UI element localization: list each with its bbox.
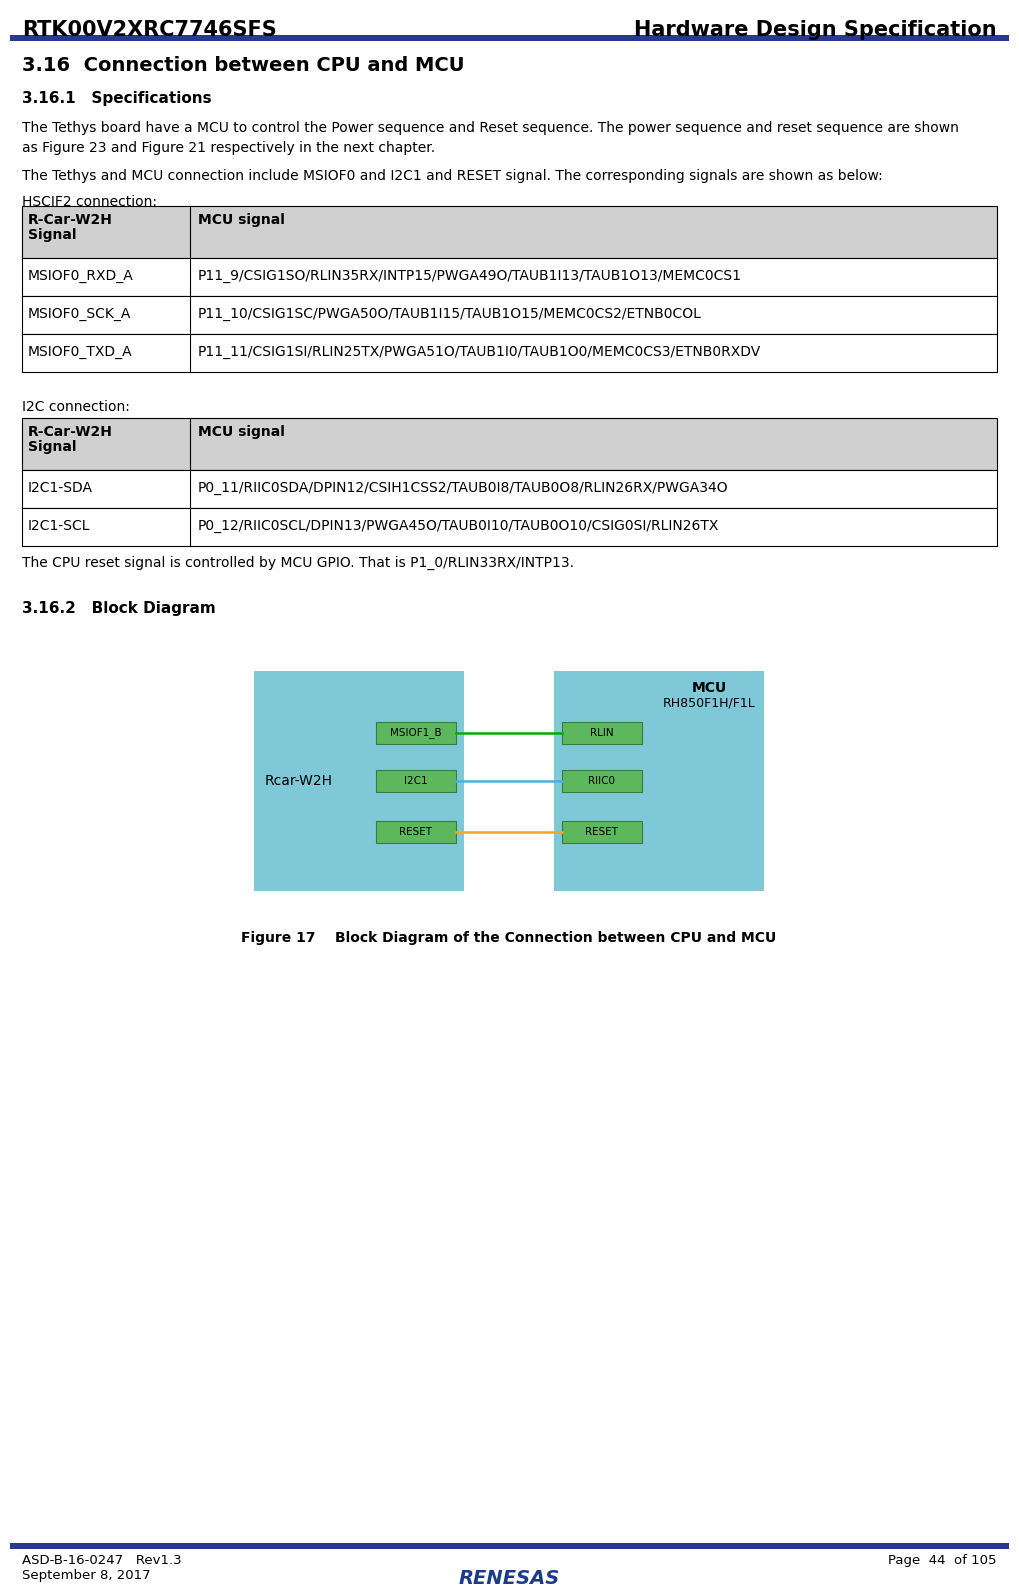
Text: 3.16.2   Block Diagram: 3.16.2 Block Diagram <box>22 601 216 615</box>
Bar <box>10 1543 1009 1549</box>
Text: RTK00V2XRC7746SFS: RTK00V2XRC7746SFS <box>22 21 277 40</box>
Bar <box>22 470 997 508</box>
Text: RH850F1H/F1L: RH850F1H/F1L <box>662 697 755 709</box>
Bar <box>22 296 997 335</box>
Text: Figure 17    Block Diagram of the Connection between CPU and MCU: Figure 17 Block Diagram of the Connectio… <box>242 931 776 945</box>
Text: P11_11/CSIG1SI/RLIN25TX/PWGA51O/TAUB1I0/TAUB1O0/MEMC0CS3/ETNB0RXDV: P11_11/CSIG1SI/RLIN25TX/PWGA51O/TAUB1I0/… <box>198 344 761 359</box>
Text: 3.16.1   Specifications: 3.16.1 Specifications <box>22 91 212 105</box>
Bar <box>254 671 464 891</box>
Bar <box>376 722 455 743</box>
Text: MSIOF0_RXD_A: MSIOF0_RXD_A <box>28 269 133 284</box>
Text: RESET: RESET <box>399 827 432 837</box>
Text: ASD-B-16-0247   Rev1.3: ASD-B-16-0247 Rev1.3 <box>22 1554 181 1567</box>
Text: MSIOF1_B: MSIOF1_B <box>390 727 442 738</box>
Text: RESET: RESET <box>586 827 619 837</box>
Text: 3.16  Connection between CPU and MCU: 3.16 Connection between CPU and MCU <box>22 56 465 75</box>
Text: RLIN: RLIN <box>590 727 613 738</box>
Text: MCU signal: MCU signal <box>198 426 285 438</box>
Bar <box>562 770 642 792</box>
Text: I2C connection:: I2C connection: <box>22 400 129 414</box>
Text: P11_9/CSIG1SO/RLIN35RX/INTP15/PWGA49O/TAUB1I13/TAUB1O13/MEMC0CS1: P11_9/CSIG1SO/RLIN35RX/INTP15/PWGA49O/TA… <box>198 269 742 284</box>
Text: P11_10/CSIG1SC/PWGA50O/TAUB1I15/TAUB1O15/MEMC0CS2/ETNB0COL: P11_10/CSIG1SC/PWGA50O/TAUB1I15/TAUB1O15… <box>198 308 702 320</box>
Text: MSIOF0_TXD_A: MSIOF0_TXD_A <box>28 344 132 359</box>
Text: R-Car-W2H: R-Car-W2H <box>28 426 113 438</box>
Text: P0_11/RIIC0SDA/DPIN12/CSIH1CSS2/TAUB0I8/TAUB0O8/RLIN26RX/PWGA34O: P0_11/RIIC0SDA/DPIN12/CSIH1CSS2/TAUB0I8/… <box>198 481 729 496</box>
Text: MCU: MCU <box>691 681 727 695</box>
Bar <box>562 821 642 843</box>
Bar <box>562 722 642 743</box>
Text: Signal: Signal <box>28 440 76 454</box>
Bar <box>22 508 997 547</box>
Text: RENESAS: RENESAS <box>459 1568 559 1588</box>
Text: I2C1: I2C1 <box>405 776 428 786</box>
Text: RIIC0: RIIC0 <box>589 776 615 786</box>
Text: P0_12/RIIC0SCL/DPIN13/PWGA45O/TAUB0I10/TAUB0O10/CSIG0SI/RLIN26TX: P0_12/RIIC0SCL/DPIN13/PWGA45O/TAUB0I10/T… <box>198 520 719 532</box>
Text: MSIOF0_SCK_A: MSIOF0_SCK_A <box>28 308 131 320</box>
Bar <box>22 258 997 296</box>
Text: The CPU reset signal is controlled by MCU GPIO. That is P1_0/RLIN33RX/INTP13.: The CPU reset signal is controlled by MC… <box>22 556 574 571</box>
Bar <box>10 35 1009 41</box>
Bar <box>376 770 455 792</box>
Bar <box>376 821 455 843</box>
Text: Rcar-W2H: Rcar-W2H <box>265 775 333 787</box>
Text: I2C1-SCL: I2C1-SCL <box>28 520 91 532</box>
Bar <box>22 418 997 470</box>
Text: Signal: Signal <box>28 228 76 242</box>
Text: HSCIF2 connection:: HSCIF2 connection: <box>22 194 157 209</box>
Text: Hardware Design Specification: Hardware Design Specification <box>635 21 997 40</box>
Text: September 8, 2017: September 8, 2017 <box>22 1568 151 1581</box>
Bar <box>22 206 997 258</box>
Text: MCU signal: MCU signal <box>198 214 285 226</box>
Text: Page  44  of 105: Page 44 of 105 <box>889 1554 997 1567</box>
Text: I2C1-SDA: I2C1-SDA <box>28 481 93 496</box>
Bar <box>554 671 764 891</box>
Text: as Figure 23 and Figure 21 respectively in the next chapter.: as Figure 23 and Figure 21 respectively … <box>22 140 435 155</box>
Text: The Tethys and MCU connection include MSIOF0 and I2C1 and RESET signal. The corr: The Tethys and MCU connection include MS… <box>22 169 882 183</box>
Bar <box>22 335 997 371</box>
Text: The Tethys board have a MCU to control the Power sequence and Reset sequence. Th: The Tethys board have a MCU to control t… <box>22 121 959 135</box>
Text: R-Car-W2H: R-Car-W2H <box>28 214 113 226</box>
